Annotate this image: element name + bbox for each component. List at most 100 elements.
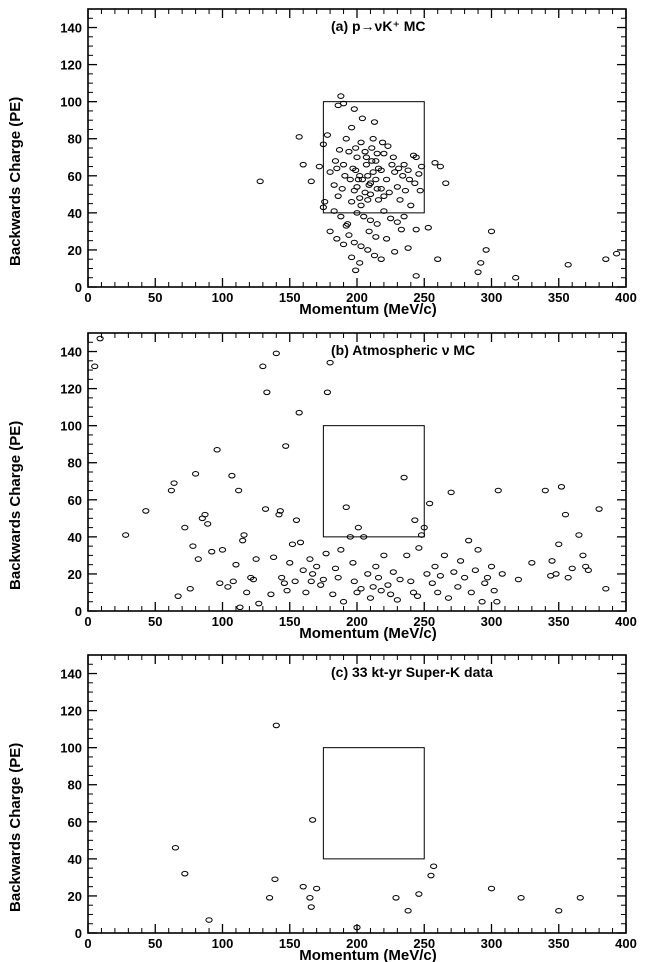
- data-point: [411, 517, 419, 523]
- data-point: [393, 184, 401, 190]
- data-point: [557, 484, 566, 490]
- y-tick-label: 60: [68, 493, 82, 508]
- data-point: [349, 165, 357, 172]
- data-point: [575, 532, 583, 538]
- data-point: [387, 591, 395, 598]
- data-point: [192, 471, 200, 477]
- data-point: [167, 487, 175, 494]
- x-tick-label: 250: [413, 290, 435, 305]
- data-point: [339, 100, 348, 107]
- data-point: [91, 363, 99, 370]
- data-point: [612, 250, 621, 257]
- y-tick-label: 0: [75, 926, 82, 941]
- data-point: [267, 591, 275, 598]
- data-point: [512, 274, 520, 281]
- data-point: [142, 508, 150, 514]
- data-point: [356, 195, 364, 201]
- data-point: [474, 269, 482, 275]
- data-point: [396, 197, 404, 203]
- x-tick-label: 100: [212, 614, 234, 629]
- data-point: [321, 198, 329, 205]
- data-point: [493, 598, 501, 605]
- data-point: [335, 147, 344, 153]
- y-tick-label: 20: [68, 567, 82, 582]
- data-point: [417, 532, 426, 538]
- data-point: [357, 139, 365, 146]
- data-point: [282, 443, 290, 449]
- data-point: [358, 176, 366, 183]
- data-point: [428, 580, 436, 587]
- data-point: [416, 187, 424, 194]
- x-tick-label: 350: [548, 614, 570, 629]
- data-point: [358, 115, 366, 122]
- y-axis-title: Backwards Charge (PE): [7, 97, 24, 266]
- x-axis-title: Momentum (MeV/c): [299, 301, 437, 318]
- data-point: [389, 154, 397, 161]
- data-point: [174, 593, 182, 599]
- data-point: [270, 554, 278, 561]
- data-point: [315, 163, 323, 170]
- data-point: [380, 552, 388, 559]
- data-point: [442, 180, 450, 187]
- data-point: [384, 582, 392, 588]
- data-point: [326, 228, 334, 235]
- data-point: [564, 261, 572, 268]
- data-point: [213, 446, 221, 453]
- x-tick-label: 50: [148, 290, 162, 305]
- data-point: [370, 119, 379, 125]
- y-tick-label: 20: [68, 889, 82, 904]
- data-point: [357, 202, 365, 209]
- data-point: [568, 565, 576, 572]
- data-point: [280, 580, 288, 587]
- data-point: [382, 176, 391, 183]
- data-point: [395, 165, 403, 172]
- data-point: [239, 537, 247, 544]
- data-point: [256, 178, 264, 185]
- data-point: [579, 552, 587, 559]
- data-point: [514, 576, 523, 583]
- data-point: [295, 134, 303, 140]
- data-point: [306, 894, 314, 901]
- data-point: [356, 260, 364, 266]
- data-point: [306, 556, 314, 562]
- data-point: [366, 595, 375, 601]
- data-point: [229, 578, 237, 585]
- data-point: [471, 567, 479, 574]
- data-point: [368, 145, 376, 151]
- data-point: [309, 571, 317, 577]
- x-tick-label: 50: [148, 936, 162, 951]
- data-point: [307, 904, 315, 910]
- data-point: [216, 580, 224, 587]
- data-point: [364, 197, 372, 203]
- x-tick-label: 50: [148, 614, 162, 629]
- data-point: [189, 543, 197, 549]
- data-point: [337, 547, 345, 553]
- data-point: [236, 604, 244, 611]
- data-point: [415, 545, 423, 551]
- data-point: [415, 891, 423, 897]
- data-point: [420, 524, 428, 531]
- data-point: [295, 409, 303, 416]
- data-point: [373, 150, 381, 157]
- panel-title: (b) Atmospheric ν MC: [331, 342, 475, 358]
- data-point: [228, 472, 236, 479]
- data-point: [186, 585, 194, 592]
- data-point: [345, 148, 353, 155]
- data-point: [405, 176, 414, 183]
- data-point: [400, 161, 408, 168]
- data-point: [576, 894, 584, 901]
- data-point: [249, 576, 258, 583]
- data-point: [350, 106, 358, 112]
- y-tick-label: 120: [60, 58, 82, 73]
- panel-c: 0 50 100 150 200 250 300 350 400 0 20 40 60 80 100 120 1…: [7, 654, 637, 962]
- data-point: [353, 184, 361, 190]
- data-point: [313, 885, 321, 892]
- y-tick-label: 60: [68, 169, 82, 184]
- x-axis-title: Momentum (MeV/c): [299, 947, 437, 962]
- data-point: [362, 154, 371, 161]
- data-point: [487, 563, 496, 570]
- data-point: [271, 876, 279, 883]
- y-tick-label: 120: [60, 704, 82, 719]
- x-tick-label: 350: [548, 936, 570, 951]
